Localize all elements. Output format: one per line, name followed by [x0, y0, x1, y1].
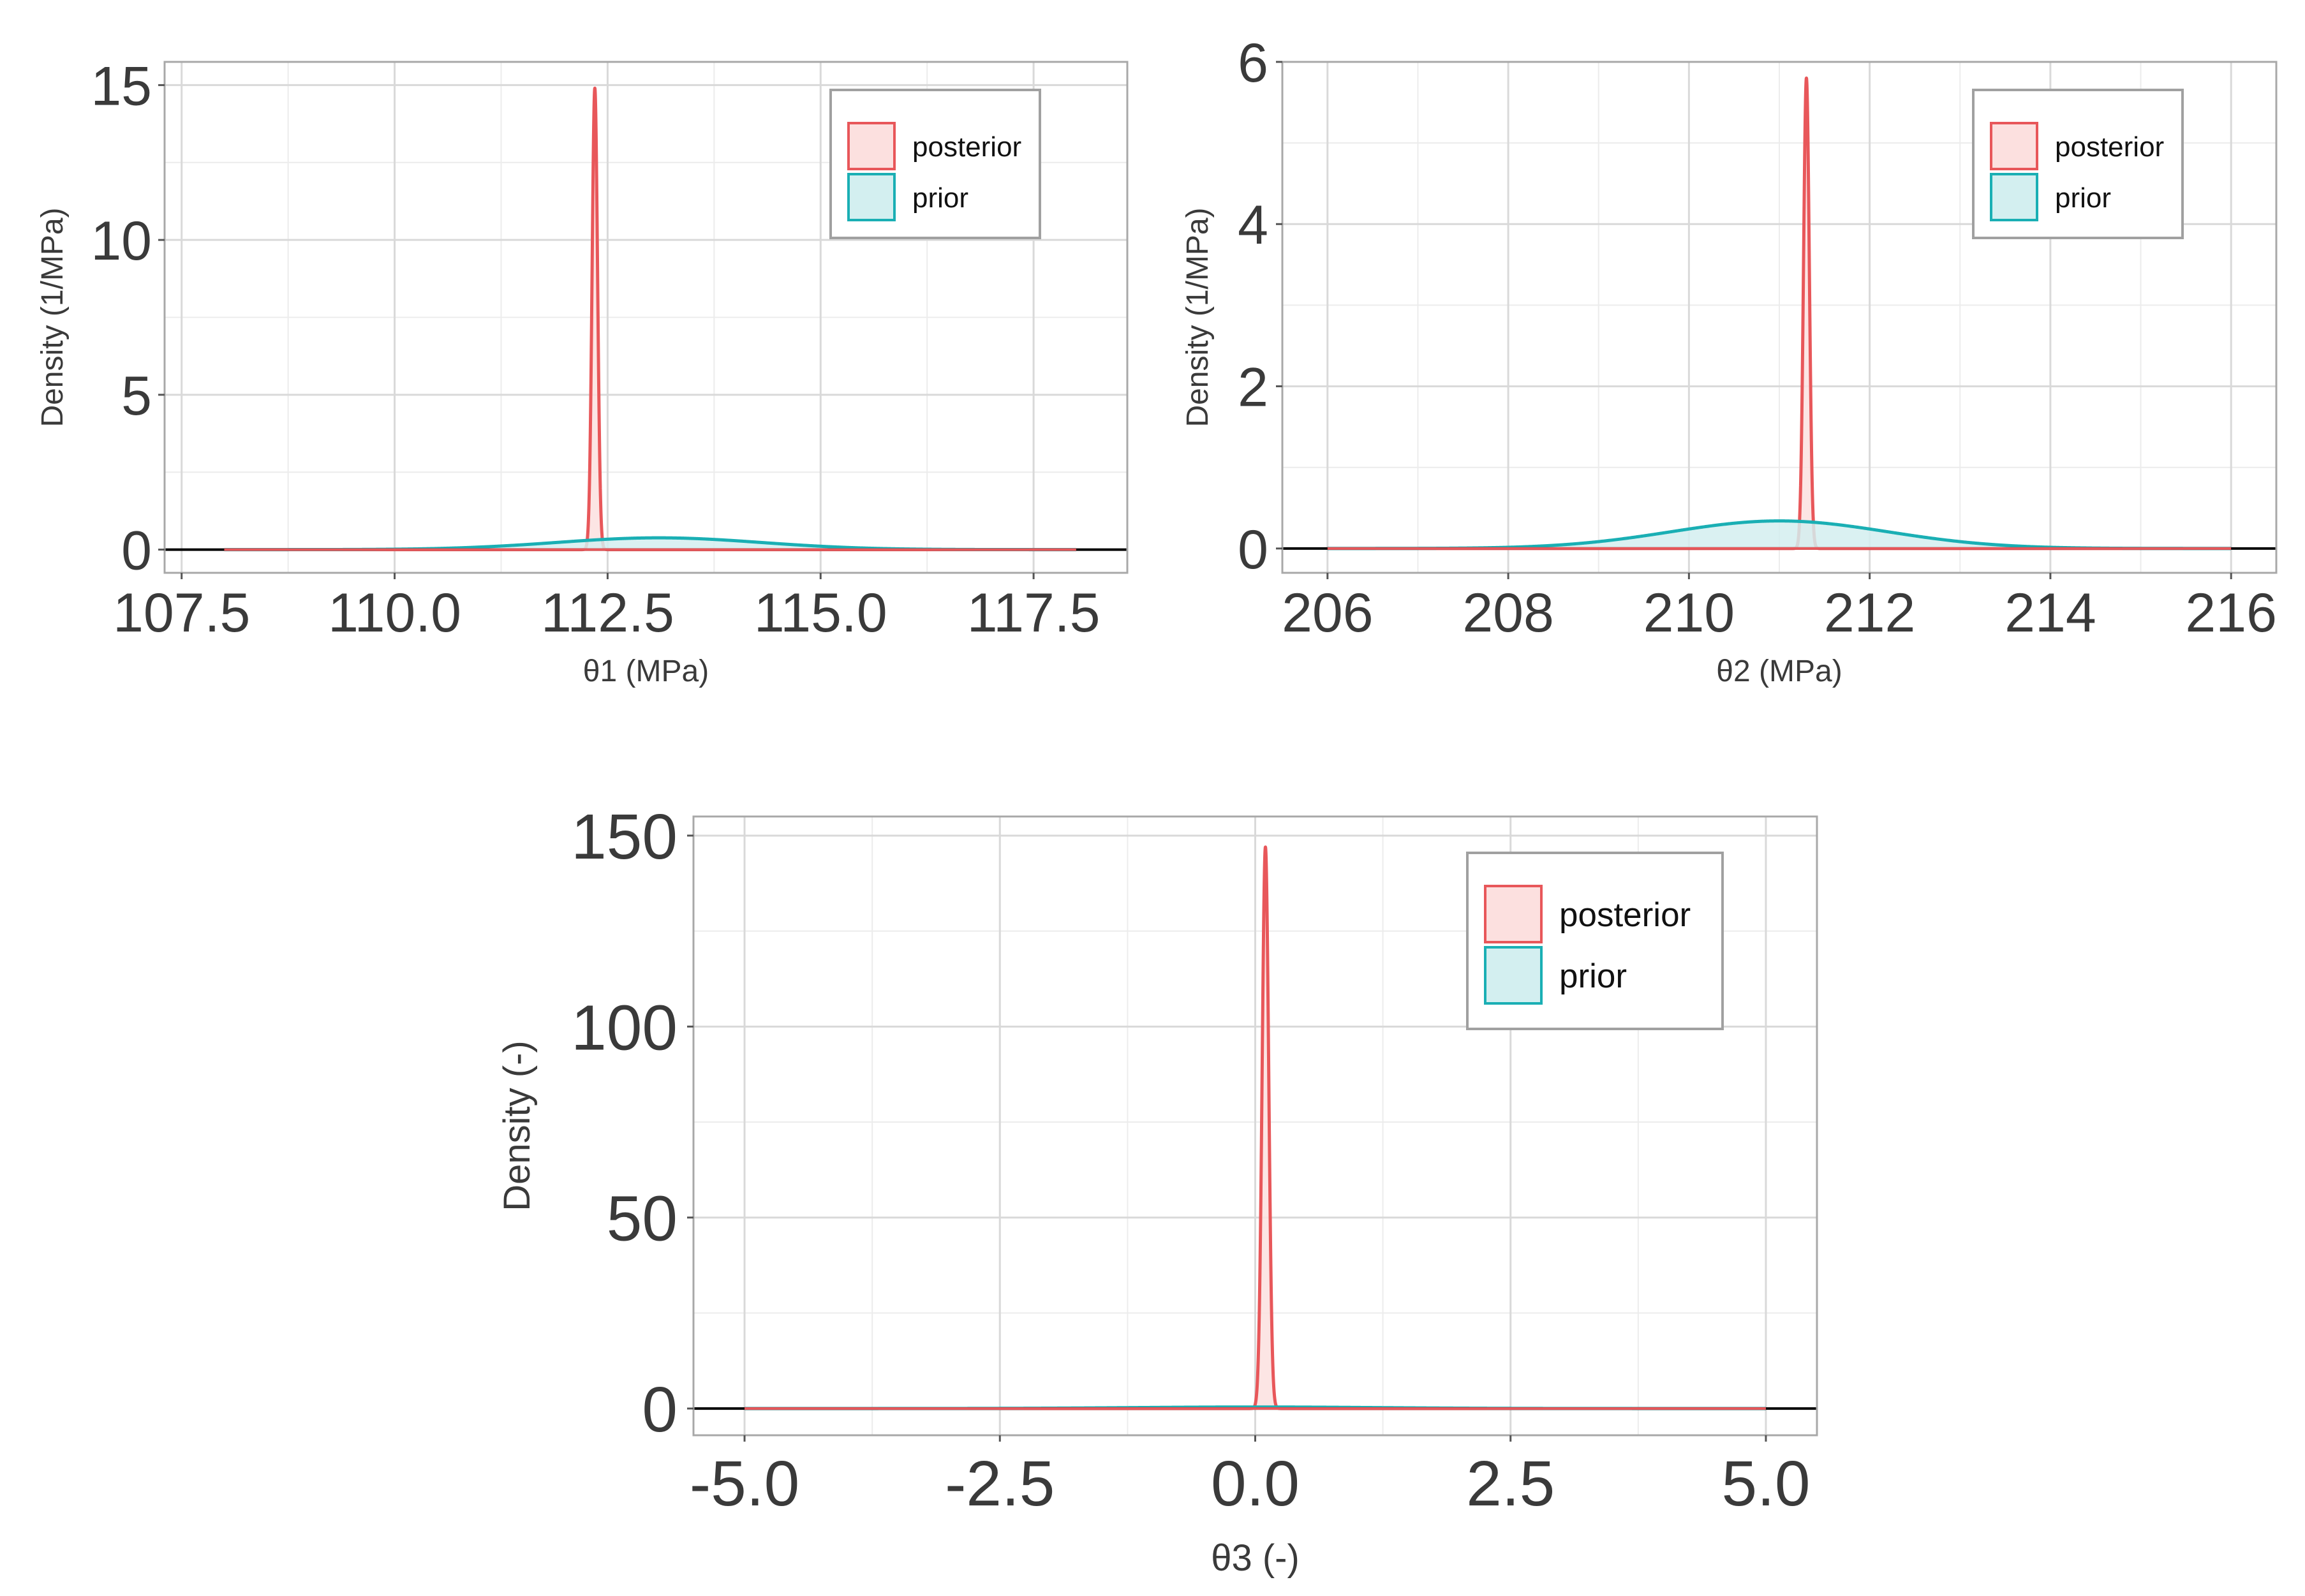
- y-axis-title: Density (1/MPa): [1181, 207, 1215, 427]
- x-tick-label: 214: [2005, 582, 2096, 644]
- y-tick-label: 0: [642, 1374, 678, 1445]
- x-tick-label: -2.5: [945, 1448, 1055, 1519]
- y-tick-label: 6: [1238, 33, 1268, 94]
- x-tick-label: 210: [1643, 582, 1735, 644]
- y-tick-label: 10: [91, 211, 152, 272]
- prior-density-area: [1327, 521, 2232, 549]
- y-tick-label: 2: [1238, 357, 1268, 418]
- x-tick-label: 115.0: [754, 582, 887, 644]
- x-axis-title: θ2 (MPa): [1716, 654, 1842, 688]
- y-tick-label: 150: [571, 801, 678, 873]
- legend-label-prior: prior: [1559, 957, 1627, 995]
- x-tick-label: 208: [1462, 582, 1554, 644]
- prior-density-area: [224, 538, 1076, 550]
- y-tick-label: 100: [571, 992, 678, 1063]
- legend-label-posterior: posterior: [2055, 131, 2164, 163]
- panel-border: [1281, 61, 2278, 574]
- x-tick-label: 110.0: [328, 582, 461, 644]
- y-tick-label: 0: [1238, 519, 1268, 580]
- panel-theta1: 107.5 110.0 112.5 115.0 117.5 0 5 10 15 θ1 (MPa) D…: [36, 55, 1129, 688]
- legend-key-posterior: [1484, 885, 1543, 943]
- y-tick-label: 5: [121, 366, 152, 427]
- y-axis-title: Density (-): [496, 1040, 538, 1211]
- x-tick-label: 2.5: [1466, 1448, 1555, 1519]
- legend-key-prior: [1990, 173, 2038, 221]
- panel-theta2: 206 208 210 212 214 216 0 2 4 6 θ2 (MPa) Density (1…: [1181, 33, 2278, 688]
- legend: posterior prior: [829, 89, 1041, 239]
- x-tick-label: 0.0: [1211, 1448, 1300, 1519]
- legend-key-posterior: [1990, 122, 2038, 170]
- panel-theta3: -5.0 -2.5 0.0 2.5 5.0 0 50 100 150 θ3 (-) Density …: [496, 801, 1818, 1579]
- legend-label-prior: prior: [2055, 182, 2111, 214]
- x-tick-label: -5.0: [690, 1448, 799, 1519]
- y-axis-title: Density (1/MPa): [36, 207, 70, 427]
- panel-border: [163, 61, 1129, 574]
- y-tick-label: 4: [1238, 195, 1268, 256]
- x-tick-label: 5.0: [1721, 1448, 1810, 1519]
- x-axis-title: θ3 (-): [1211, 1537, 1300, 1579]
- legend-key-prior: [847, 173, 896, 221]
- x-tick-label: 117.5: [967, 582, 1101, 644]
- x-tick-label: 212: [1824, 582, 1916, 644]
- legend-label-posterior: posterior: [912, 131, 1021, 163]
- legend-label-posterior: posterior: [1559, 896, 1691, 934]
- x-tick-label: 107.5: [113, 582, 250, 644]
- legend-key-posterior: [847, 122, 896, 170]
- legend-key-prior: [1484, 946, 1543, 1005]
- y-tick-label: 0: [121, 521, 152, 582]
- y-tick-label: 15: [91, 55, 152, 117]
- x-tick-label: 206: [1282, 582, 1374, 644]
- y-tick-label: 50: [607, 1183, 678, 1255]
- x-axis-title: θ1 (MPa): [583, 654, 709, 688]
- x-tick-label: 216: [2185, 582, 2277, 644]
- legend-label-prior: prior: [912, 182, 968, 214]
- legend: posterior prior: [1972, 89, 2184, 239]
- legend: posterior prior: [1466, 852, 1724, 1030]
- x-tick-label: 112.5: [541, 582, 674, 644]
